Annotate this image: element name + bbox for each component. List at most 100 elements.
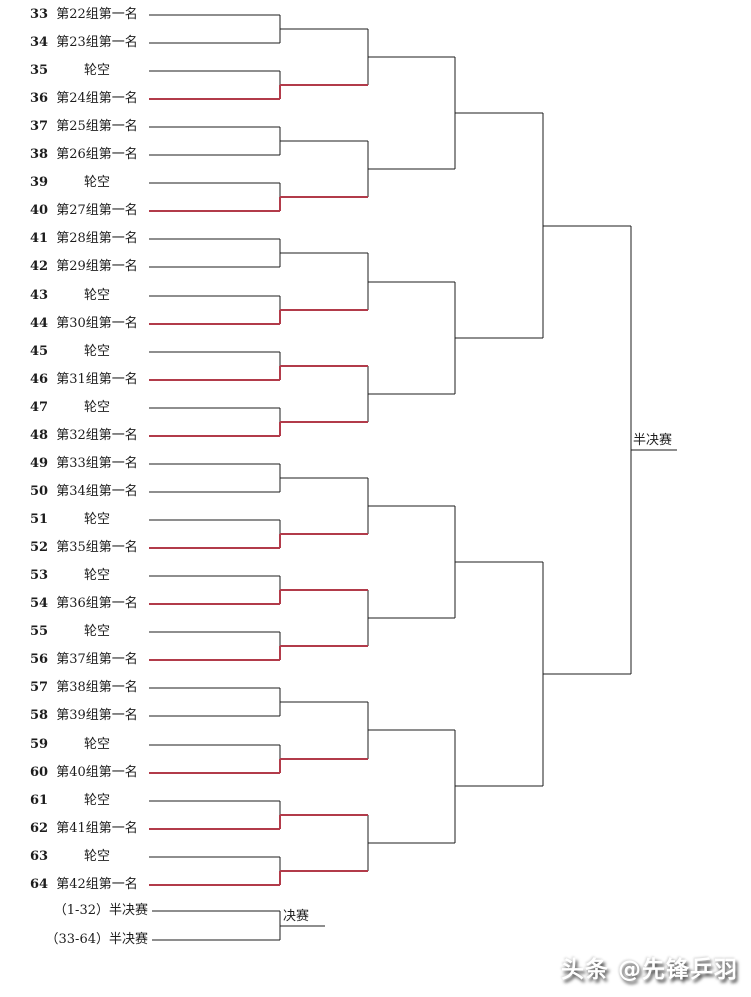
bracket-entry-row: 34 第23组第一名	[0, 34, 150, 52]
entry-seed-number: 46	[29, 372, 49, 387]
bracket-entry-row: 52 第35组第一名	[0, 539, 150, 557]
entry-seed-number: 61	[29, 793, 49, 808]
entry-seed-number: 44	[29, 316, 49, 331]
entry-label: 第29组第一名	[56, 259, 138, 274]
entry-label: 第30组第一名	[56, 316, 138, 331]
entry-seed-number: 54	[29, 596, 49, 611]
bracket-entry-row: 40 第27组第一名	[0, 202, 150, 220]
semifinal-label: 半决赛	[633, 433, 673, 448]
bracket-entry-row: 41 第28组第一名	[0, 230, 150, 248]
entry-seed-number: 62	[29, 821, 49, 836]
entry-label: 轮空	[83, 400, 110, 415]
bracket-entry-row: 57 第38组第一名	[0, 679, 150, 697]
entry-label: 轮空	[83, 288, 110, 303]
entry-seed-number: 35	[29, 63, 49, 78]
entry-seed-number: 51	[29, 512, 49, 527]
bracket-entry-row: 55 轮空	[0, 623, 150, 641]
bracket-entry-row: 56 第37组第一名	[0, 651, 150, 669]
entry-label: 第32组第一名	[56, 428, 138, 443]
entry-seed-number: 60	[29, 765, 49, 780]
bracket-entry-row: 39 轮空	[0, 174, 150, 192]
bracket-entry-row: 48 第32组第一名	[0, 427, 150, 445]
entry-seed-number: 49	[29, 456, 49, 471]
bracket-entry-row: 47 轮空	[0, 399, 150, 417]
bracket-entry-row: 64 第42组第一名	[0, 876, 150, 894]
entry-seed-number: 64	[29, 877, 49, 892]
bracket-lines-red-bye-advance	[149, 84, 368, 886]
entry-label: 第23组第一名	[56, 35, 138, 50]
entry-seed-number: 48	[29, 428, 49, 443]
entry-seed-number: 58	[29, 708, 49, 723]
entry-label: 第25组第一名	[56, 119, 138, 134]
bracket-entry-row: 60 第40组第一名	[0, 764, 150, 782]
feeder-semifinal-33-64: （33-64）半决赛	[45, 932, 148, 947]
entry-seed-number: 63	[29, 849, 49, 864]
entry-label: 轮空	[83, 849, 110, 864]
entry-label: 第24组第一名	[56, 91, 138, 106]
entry-label: 轮空	[83, 624, 110, 639]
bracket-entry-row: 45 轮空	[0, 343, 150, 361]
entry-seed-number: 56	[29, 652, 49, 667]
entry-label: 第28组第一名	[56, 231, 138, 246]
bracket-entry-row: 53 轮空	[0, 567, 150, 585]
entry-label: 第37组第一名	[56, 652, 138, 667]
entry-label: 第35组第一名	[56, 540, 138, 555]
bracket-entry-row: 61 轮空	[0, 792, 150, 810]
entry-label: 轮空	[83, 568, 110, 583]
bracket-entry-row: 62 第41组第一名	[0, 820, 150, 838]
entry-seed-number: 41	[29, 231, 49, 246]
bracket-entry-row: 54 第36组第一名	[0, 595, 150, 613]
entry-label: 第33组第一名	[56, 456, 138, 471]
entry-seed-number: 55	[29, 624, 49, 639]
entry-label: 第34组第一名	[56, 484, 138, 499]
entry-label: 第41组第一名	[56, 821, 138, 836]
bracket-entry-row: 51 轮空	[0, 511, 150, 529]
bracket-entry-row: 38 第26组第一名	[0, 146, 150, 164]
bracket-lines-black	[149, 14, 677, 941]
bracket-entry-row: 43 轮空	[0, 287, 150, 305]
entry-seed-number: 34	[29, 35, 49, 50]
bracket-entry-row: 63 轮空	[0, 848, 150, 866]
entry-seed-number: 53	[29, 568, 49, 583]
entry-seed-number: 42	[29, 259, 49, 274]
entry-seed-number: 37	[29, 119, 49, 134]
bracket-entry-row: 46 第31组第一名	[0, 371, 150, 389]
bracket-entry-row: 35 轮空	[0, 62, 150, 80]
entry-label: 第38组第一名	[56, 680, 138, 695]
entry-seed-number: 39	[29, 175, 49, 190]
bracket-entry-row: 37 第25组第一名	[0, 118, 150, 136]
entry-label: 第27组第一名	[56, 203, 138, 218]
entry-seed-number: 38	[29, 147, 49, 162]
entry-label: 第22组第一名	[56, 7, 138, 22]
entry-seed-number: 40	[29, 203, 49, 218]
entry-label: 轮空	[83, 793, 110, 808]
entry-label: 第26组第一名	[56, 147, 138, 162]
entry-label: 轮空	[83, 512, 110, 527]
entry-label: 轮空	[83, 344, 110, 359]
entry-seed-number: 59	[29, 737, 49, 752]
entry-seed-number: 45	[29, 344, 49, 359]
bracket-entry-row: 33 第22组第一名	[0, 6, 150, 24]
entry-seed-number: 33	[29, 7, 49, 22]
entry-label: 第42组第一名	[56, 877, 138, 892]
entry-label: 第39组第一名	[56, 708, 138, 723]
entry-seed-number: 36	[29, 91, 49, 106]
entry-label: 第36组第一名	[56, 596, 138, 611]
entry-seed-number: 52	[29, 540, 49, 555]
entry-label: 轮空	[83, 737, 110, 752]
bracket-entry-row: 36 第24组第一名	[0, 90, 150, 108]
watermark-toutiao-xianfeng-pingyu: 头条 @先锋乒羽	[560, 957, 738, 983]
bracket-entry-row: 50 第34组第一名	[0, 483, 150, 501]
bracket-entry-row: 49 第33组第一名	[0, 455, 150, 473]
entry-label: 轮空	[83, 63, 110, 78]
bracket-entry-row: 59 轮空	[0, 736, 150, 754]
entry-seed-number: 47	[29, 400, 49, 415]
entry-seed-number: 43	[29, 288, 49, 303]
entry-seed-number: 57	[29, 680, 49, 695]
entry-seed-number: 50	[29, 484, 49, 499]
feeder-semifinal-1-32: （1-32）半决赛	[53, 903, 148, 918]
bracket-entry-row: 58 第39组第一名	[0, 707, 150, 725]
bracket-entry-row: 42 第29组第一名	[0, 258, 150, 276]
